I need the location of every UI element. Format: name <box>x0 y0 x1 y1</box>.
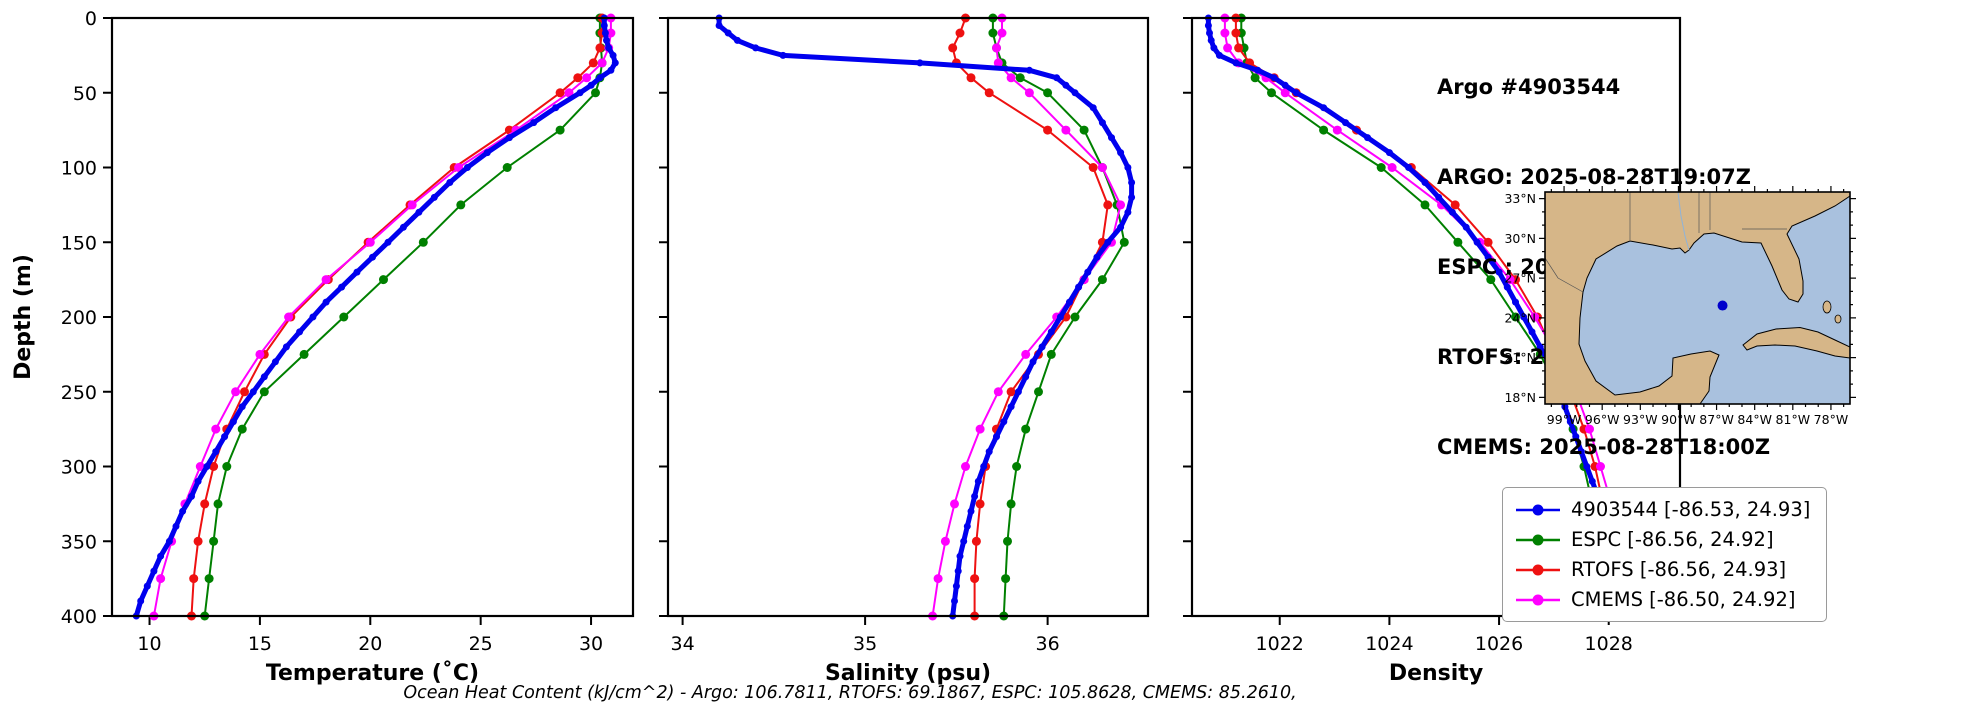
x-tick-label: 35 <box>853 633 877 655</box>
series-4903544 <box>715 14 1136 620</box>
legend-line-marker-icon <box>1516 534 1560 545</box>
y-tick-label: 400 <box>61 606 97 628</box>
legend-line-marker-icon <box>1516 594 1560 605</box>
series-RTOFS <box>187 13 607 621</box>
y-tick-label: 150 <box>61 232 97 254</box>
y-tick-label: 300 <box>61 457 97 479</box>
map-river <box>1677 192 1690 251</box>
y-tick-label: 350 <box>61 531 97 553</box>
map-lat-label: 24°N <box>1504 310 1536 325</box>
x-tick-label: 1024 <box>1365 633 1413 655</box>
profile-plots: 0 50 100 150 200 250 300 350 400 10 15 20 25 30 Temper… <box>11 8 1682 686</box>
y-tick-label: 100 <box>61 158 97 180</box>
legend-line-marker-icon <box>1516 504 1560 515</box>
map-lat-label: 27°N <box>1504 271 1536 286</box>
series-CMEMS <box>928 13 1126 621</box>
map-lon-label: 96°W <box>1585 412 1620 427</box>
x-tick-label: 25 <box>469 633 493 655</box>
map-lon-label: 93°W <box>1623 412 1658 427</box>
series-4903544 <box>132 14 619 620</box>
legend: 4903544 [-86.53, 24.93] ESPC [-86.56, 24.… <box>1502 487 1828 622</box>
legend-item: 4903544 [-86.53, 24.93] <box>1515 498 1810 521</box>
map-lon-label: 87°W <box>1699 412 1734 427</box>
map-lat-label: 33°N <box>1504 191 1536 206</box>
map-bahamas-island <box>1834 314 1842 324</box>
map-mainland <box>1545 192 1850 404</box>
map-lon-label: 78°W <box>1814 412 1849 427</box>
x-axis-title-temperature: Temperature (˚C) <box>266 661 479 686</box>
location-map: 99°W 96°W 93°W 90°W 87°W 84°W 81°W 78°W 33°N 30°N… <box>1504 186 1856 427</box>
x-tick-label: 34 <box>671 633 695 655</box>
map-land-group <box>1545 192 1850 404</box>
map-bahamas-island <box>1822 300 1832 314</box>
y-tick-label: 50 <box>73 83 97 105</box>
x-tick-label: 20 <box>358 633 382 655</box>
x-tick-label: 1022 <box>1256 633 1304 655</box>
legend-label: RTOFS [-86.56, 24.93] <box>1571 558 1787 581</box>
x-tick-label: 36 <box>1036 633 1060 655</box>
ocean-heat-content-caption: Ocean Heat Content (kJ/cm^2) - Argo: 106… <box>403 683 1297 703</box>
legend-label: CMEMS [-86.50, 24.92] <box>1571 588 1796 611</box>
legend-label: 4903544 [-86.53, 24.93] <box>1571 498 1811 521</box>
series-CMEMS <box>149 13 616 621</box>
map-ticks-and-marker: 99°W 96°W 93°W 90°W 87°W 84°W 81°W 78°W 33°N 30°N… <box>1504 186 1856 427</box>
map-lon-label: 84°W <box>1737 412 1772 427</box>
y-tick-label: 200 <box>61 307 97 329</box>
legend-item: CMEMS [-86.50, 24.92] <box>1515 588 1810 611</box>
x-tick-label: 1026 <box>1475 633 1523 655</box>
y-tick-label: 0 <box>85 8 97 30</box>
map-lon-label: 81°W <box>1776 412 1811 427</box>
legend-item: ESPC [-86.56, 24.92] <box>1515 528 1810 551</box>
title-argo-time: ARGO: 2025-08-28T19:07Z <box>1437 165 1751 189</box>
panel-temperature: 0 50 100 150 200 250 300 350 400 10 15 20 25 30 Temper… <box>61 8 635 686</box>
panel-salinity: 34 35 36 Salinity (psu) <box>659 13 1150 686</box>
title-cmems-time: CMEMS: 2025-08-28T18:00Z <box>1437 435 1771 459</box>
legend-line-marker-icon <box>1516 564 1560 575</box>
x-tick-label: 10 <box>137 633 161 655</box>
map-cuba <box>1742 326 1850 359</box>
legend-label: ESPC [-86.56, 24.92] <box>1571 528 1774 551</box>
map-lon-label: 99°W <box>1547 412 1582 427</box>
x-tick-label: 30 <box>579 633 603 655</box>
y-tick-label: 250 <box>61 382 97 404</box>
map-lon-label: 90°W <box>1661 412 1696 427</box>
map-state-borders <box>1545 192 1787 293</box>
x-axis-title-density: Density <box>1389 661 1483 686</box>
map-lat-label: 18°N <box>1504 390 1536 405</box>
map-lat-label: 21°N <box>1504 350 1536 365</box>
legend-item: RTOFS [-86.56, 24.93] <box>1515 558 1810 581</box>
float-position-marker <box>1717 300 1728 311</box>
x-tick-label: 15 <box>248 633 272 655</box>
y-axis-title: Depth (m) <box>11 254 36 380</box>
x-axis-title-salinity: Salinity (psu) <box>825 661 991 686</box>
x-tick-label: 1028 <box>1585 633 1633 655</box>
map-frame <box>1544 191 1851 405</box>
map-lat-label: 30°N <box>1504 231 1536 246</box>
title-argo-id: Argo #4903544 <box>1437 75 1621 99</box>
